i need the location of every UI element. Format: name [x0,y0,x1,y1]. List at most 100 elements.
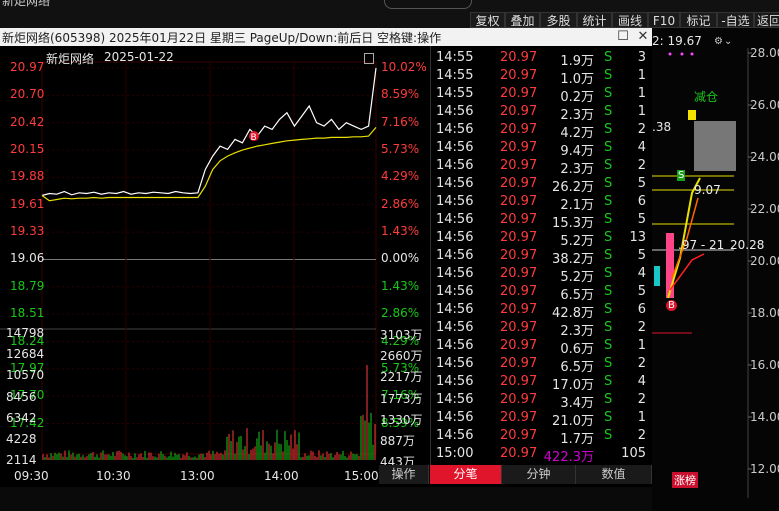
trade-volume: 4.2万 [560,126,594,141]
trade-side: S [604,140,613,155]
trade-volume: 9.4万 [560,144,594,159]
toolbar-button[interactable]: -自选 [717,12,754,28]
kline-dot [668,52,672,56]
trade-row: 14:56 20.97 6.5万 S 5 [436,284,650,303]
toolbar-button[interactable]: 复权 [470,12,505,28]
trade-side: S [604,104,613,119]
amount-tick: 1330万 [380,412,423,427]
trade-count: 3 [637,50,646,65]
kline-ma-line [671,197,699,279]
price-series-line [41,67,377,197]
trade-count: 6 [637,302,646,317]
search-box[interactable] [384,0,472,9]
trade-side: S [604,320,613,335]
volume-tick: 2114 [6,453,37,468]
trade-side: S [604,410,613,425]
toolbar-button[interactable]: 画线 [612,12,648,28]
trade-price: 20.97 [500,410,538,425]
toolbar-button[interactable]: 标记 [680,12,717,28]
tab-minute[interactable]: 分钟 [502,465,576,484]
tab-ticks[interactable]: 分笔 [430,465,502,484]
volume-tick: 12684 [6,347,45,362]
trade-count: 2 [637,320,646,335]
trade-volume: 1.7万 [560,432,594,447]
price-tick: 18.24 [10,333,45,348]
kline-dot [680,52,684,56]
trade-row: 14:56 20.97 42.8万 S 6 [436,302,650,321]
time-tick: 09:30 [14,469,49,483]
trade-time: 14:56 [436,320,474,335]
kline-y-tick: 24.00 [750,150,779,164]
trade-count: 1 [637,104,646,119]
trade-volume: 2.3万 [560,162,594,177]
pct-tick: 5.73% [381,360,420,375]
trade-side: S [604,68,613,83]
kline-ma-line [667,177,701,299]
pct-tick: 4.29% [381,333,420,348]
trade-side: S [604,392,613,407]
settings-icon[interactable]: ⚙ [714,36,723,47]
summary-time: 15:00 [436,446,474,461]
trade-count: 4 [637,140,646,155]
trade-price: 20.97 [500,374,538,389]
amount-tick: 2660万 [380,349,423,364]
tab-values[interactable]: 数值 [576,465,652,484]
chart-toggle-icon[interactable] [364,53,374,64]
trade-time: 14:55 [436,68,474,83]
price-tick: 18.79 [10,278,45,293]
trade-time: 14:56 [436,410,474,425]
kline-y-tick: 26.00 [750,98,779,112]
kline-chart [652,48,752,498]
kline-candle [666,233,674,298]
kline-y-tick: 20.00 [750,254,779,268]
trade-price: 20.97 [500,302,538,317]
pct-tick: 7.16% [381,114,420,129]
amount-tick: 3103万 [380,328,423,342]
trade-row: 14:56 20.97 2.1万 S 6 [436,194,650,213]
trade-count: 2 [637,356,646,371]
trade-count: 4 [637,266,646,281]
price-tick: 20.15 [10,142,45,157]
trade-row: 14:56 20.97 6.5万 S 2 [436,356,650,375]
trade-price: 20.97 [500,338,538,353]
toolbar-button[interactable]: 返回 [754,12,779,28]
trade-row: 14:56 20.97 3.4万 S 2 [436,392,650,411]
close-icon[interactable]: ✕ [637,29,649,44]
trade-count: 13 [629,230,646,245]
toolbar-button[interactable]: 叠加 [505,12,540,28]
volume-tick: 14798 [6,326,45,340]
toolbar-button[interactable]: 统计 [577,12,612,28]
kline-top-text: 2: 19.67 [652,34,702,48]
trade-row: 14:56 20.97 2.3万 S 2 [436,158,650,177]
kline-gray-box [694,121,736,171]
trade-count: 1 [637,410,646,425]
operate-button[interactable]: 操作 [379,465,429,484]
chevron-down-icon[interactable]: ⌄ [724,36,733,47]
trade-volume: 17.0万 [552,378,594,393]
trade-price: 20.97 [500,428,538,443]
trade-time: 14:55 [436,86,474,101]
toolbar-button[interactable]: 多股 [540,12,577,28]
trade-row: 14:56 20.97 5.2万 S 13 [436,230,650,249]
trade-time: 14:56 [436,230,474,245]
trade-volume: 0.2万 [560,90,594,105]
intraday-chart: B [0,61,377,460]
trade-time: 14:56 [436,158,474,173]
trade-count: 1 [637,68,646,83]
trade-price: 20.97 [500,212,538,227]
kline-val4: 20.28 [730,238,765,252]
trade-price: 20.97 [500,122,538,137]
kline-y-tick: 16.00 [750,358,779,372]
divider [430,46,431,465]
volume-tick: 10570 [6,368,45,383]
trade-row: 14:56 20.97 15.3万 S 5 [436,212,650,231]
trade-side: S [604,428,613,443]
trade-row: 14:55 20.97 1.9万 S 3 [436,50,650,69]
trade-row: 14:56 20.97 26.2万 S 5 [436,176,650,195]
trade-price: 20.97 [500,86,538,101]
pct-tick: 2.86% [381,196,420,211]
restore-icon[interactable]: ☐ [617,29,629,44]
rank-tag[interactable]: 涨榜 [672,472,698,488]
pct-tick: 1.43% [381,278,420,293]
toolbar-button[interactable]: F10 [648,12,680,28]
